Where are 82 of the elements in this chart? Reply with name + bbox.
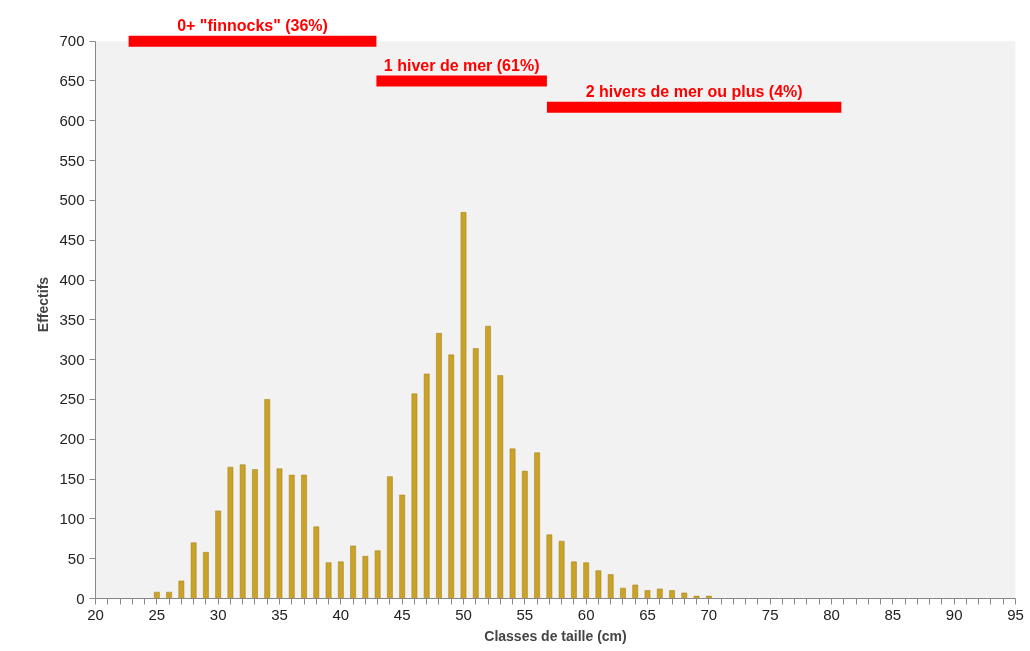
series-label: 2 hivers de mer ou plus (4%) <box>585 83 803 101</box>
bar <box>448 354 455 599</box>
y-tick-label: 550 <box>59 151 85 169</box>
y-tick-label: 700 <box>59 32 85 50</box>
bar <box>485 325 491 599</box>
x-tick-label: 90 <box>945 605 963 623</box>
y-axis-title: Effectifs <box>35 276 52 333</box>
x-tick-label: 55 <box>516 605 534 623</box>
x-tick-label: 25 <box>148 605 166 623</box>
bar <box>681 592 688 599</box>
bar <box>497 375 504 599</box>
bar <box>154 591 160 599</box>
y-tick-label: 250 <box>59 390 85 408</box>
bar <box>583 562 589 599</box>
bar <box>264 399 271 599</box>
bar <box>362 556 369 599</box>
x-tick-label: 30 <box>209 605 227 623</box>
bar <box>534 452 540 599</box>
bar <box>203 552 209 599</box>
bar <box>374 550 381 599</box>
x-tick-label: 80 <box>823 605 840 623</box>
y-tick-label: 150 <box>59 470 85 488</box>
y-tick-label: 50 <box>67 549 85 567</box>
y-tick-label: 400 <box>59 271 85 289</box>
y-tick-label: 600 <box>59 111 85 129</box>
bar <box>387 476 393 599</box>
x-tick-label: 65 <box>639 605 656 623</box>
x-tick-label: 50 <box>455 605 472 623</box>
bar <box>706 595 712 599</box>
bar <box>252 469 258 599</box>
bar <box>522 470 528 599</box>
bar <box>607 574 614 599</box>
bar <box>215 510 221 599</box>
bar <box>166 591 172 599</box>
x-tick-label: 60 <box>577 605 595 623</box>
bar <box>276 468 283 599</box>
y-tick-label: 350 <box>59 310 85 328</box>
bar <box>644 590 651 599</box>
series-label: 0+ "finnocks" (36%) <box>177 17 328 35</box>
y-tick-label: 650 <box>59 71 85 89</box>
bar <box>301 474 307 599</box>
bar <box>313 526 320 599</box>
bar <box>239 464 246 599</box>
bar <box>460 212 467 599</box>
y-tick-label: 0 <box>76 589 85 607</box>
bar <box>325 562 332 599</box>
bar <box>669 590 675 599</box>
y-tick-label: 450 <box>59 231 85 249</box>
bar <box>693 595 700 599</box>
x-tick-label: 70 <box>700 605 718 623</box>
series-label: 1 hiver de mer (61%) <box>383 56 540 74</box>
y-tick-label: 500 <box>59 191 85 209</box>
bar <box>350 545 356 599</box>
bar <box>546 534 553 599</box>
bar <box>656 588 663 599</box>
bar <box>620 587 626 599</box>
bar <box>595 570 602 599</box>
bar <box>436 333 442 599</box>
bar <box>227 466 234 599</box>
x-tick-label: 20 <box>87 605 104 623</box>
y-tick-label: 300 <box>59 350 85 368</box>
bar <box>632 584 639 599</box>
bar <box>288 474 295 599</box>
x-tick-label: 75 <box>761 605 779 623</box>
bar <box>178 580 185 599</box>
bar <box>423 373 430 599</box>
bar <box>558 540 565 599</box>
x-tick-label: 95 <box>1007 605 1024 623</box>
y-tick-label: 100 <box>59 509 85 527</box>
bar <box>399 494 405 599</box>
y-tick-label: 200 <box>59 430 85 448</box>
bar <box>190 542 197 599</box>
x-axis-title: Classes de taille (cm) <box>484 627 627 644</box>
x-tick-label: 40 <box>332 605 350 623</box>
x-tick-label: 85 <box>884 605 902 623</box>
bar <box>411 393 418 599</box>
bar <box>571 561 577 599</box>
bar <box>509 448 516 599</box>
bar <box>472 348 479 599</box>
x-tick-label: 45 <box>393 605 411 623</box>
bar <box>338 561 344 599</box>
x-tick-label: 35 <box>271 605 288 623</box>
